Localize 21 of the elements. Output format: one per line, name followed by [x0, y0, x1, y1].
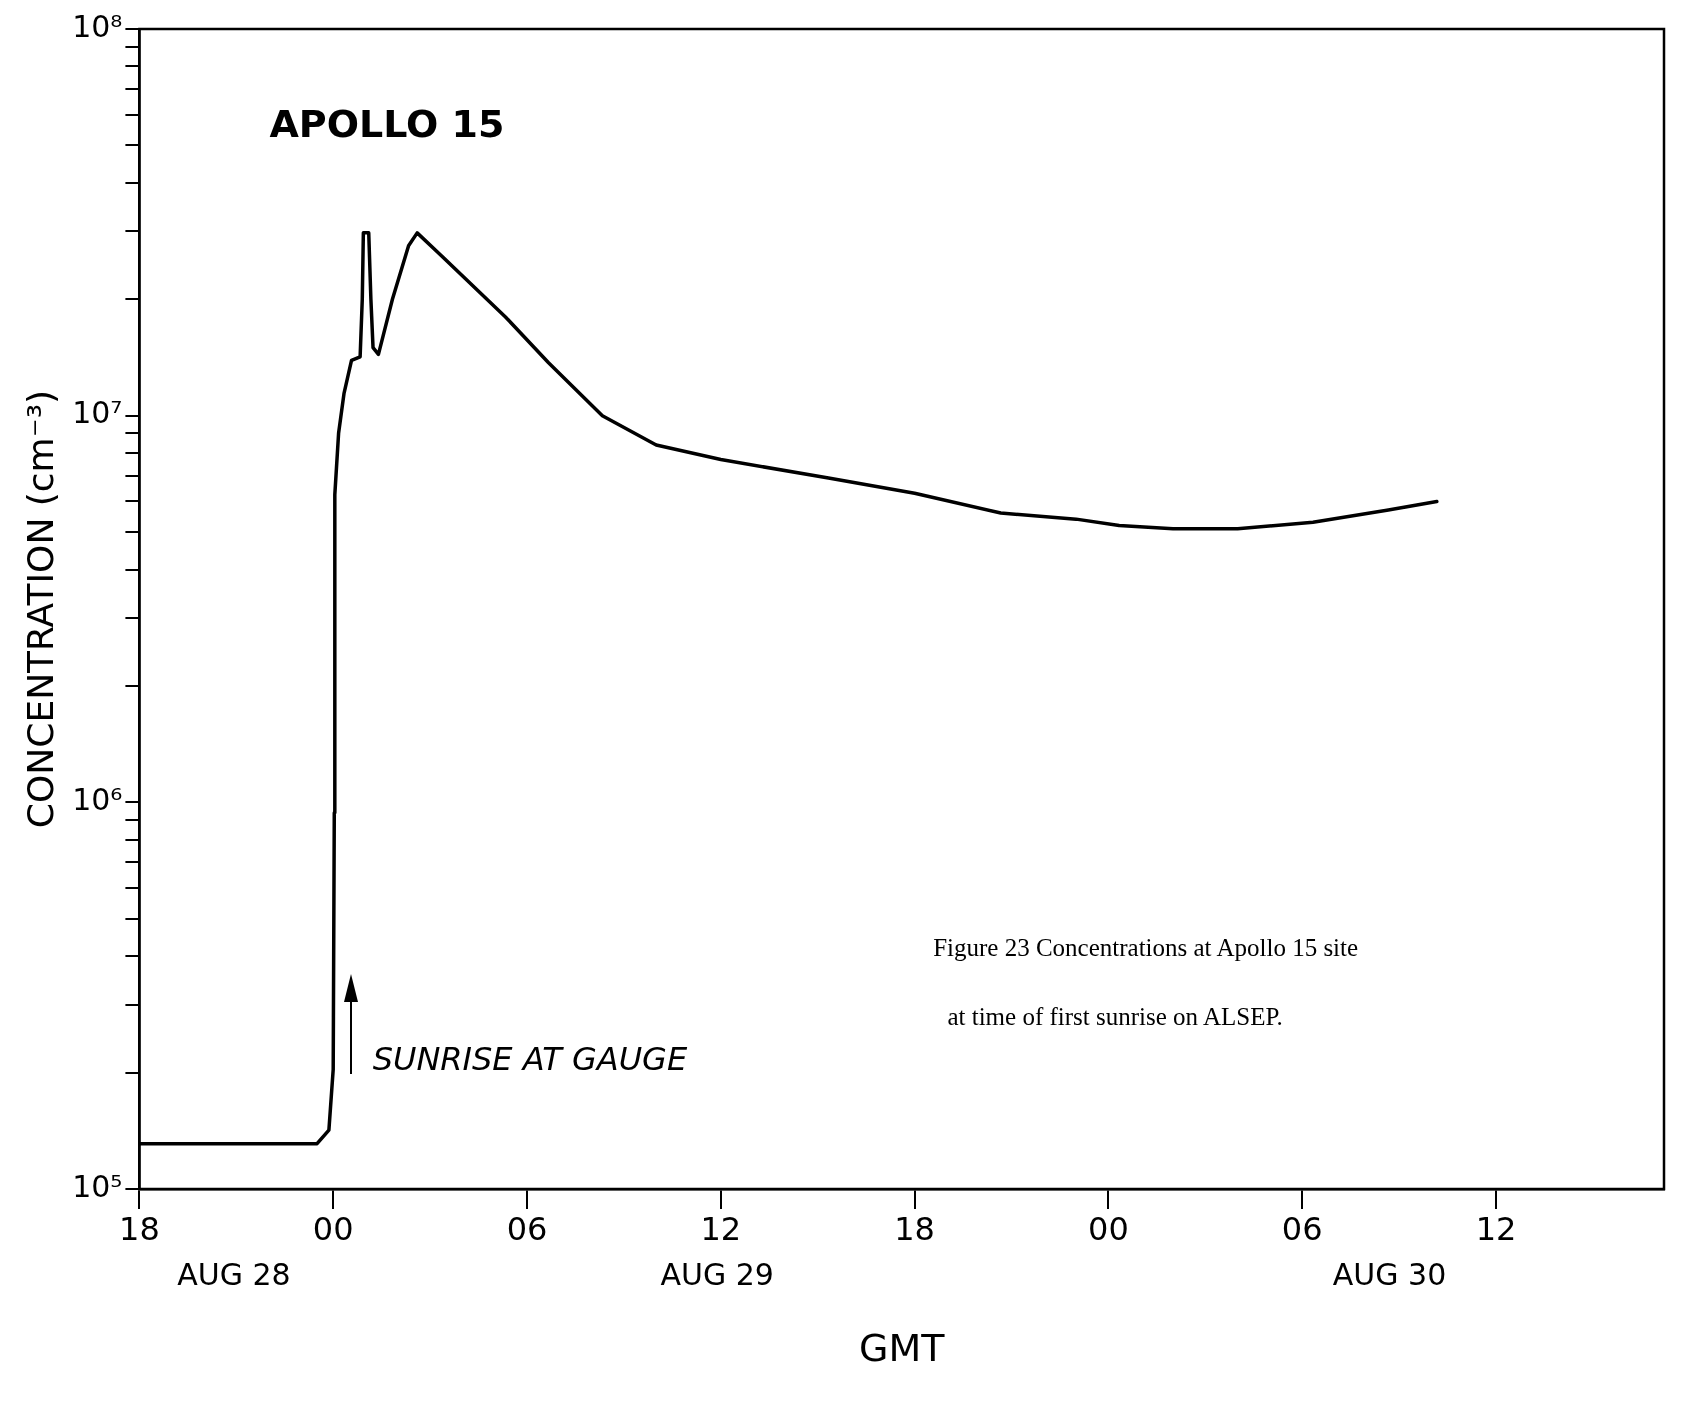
- text: AUG 28: [177, 1256, 291, 1292]
- text: APOLLO 15: [269, 102, 505, 146]
- y-tick-label: 10⁶: [72, 782, 123, 818]
- y-tick-label: 10⁵: [72, 1168, 123, 1204]
- x-tick-label: 18: [119, 1209, 160, 1248]
- y-axis-title: CONCENTRATION (cm⁻³): [19, 389, 61, 829]
- annotation: Figure 23 Concentrations at Apollo 15 site: [933, 933, 1359, 962]
- text: AUG 30: [1332, 1256, 1447, 1292]
- x-tick-label: 12: [700, 1209, 742, 1248]
- y-tick-label: 10⁸: [72, 8, 123, 44]
- x-tick-label: 06: [1281, 1209, 1323, 1248]
- annotation: SUNRISE AT GAUGE: [372, 1040, 688, 1079]
- x-axis-title: GMT: [858, 1326, 946, 1371]
- x-tick-label: 00: [312, 1209, 354, 1248]
- text: AUG 29: [660, 1256, 774, 1292]
- x-tick-label: 12: [1475, 1209, 1517, 1248]
- x-tick-label: 06: [506, 1209, 548, 1248]
- y-tick-label: 10⁷: [72, 395, 123, 431]
- annotation: at time of first sunrise on ALSEP.: [947, 1003, 1283, 1032]
- x-tick-label: 18: [894, 1209, 935, 1248]
- x-tick-label: 00: [1088, 1209, 1129, 1248]
